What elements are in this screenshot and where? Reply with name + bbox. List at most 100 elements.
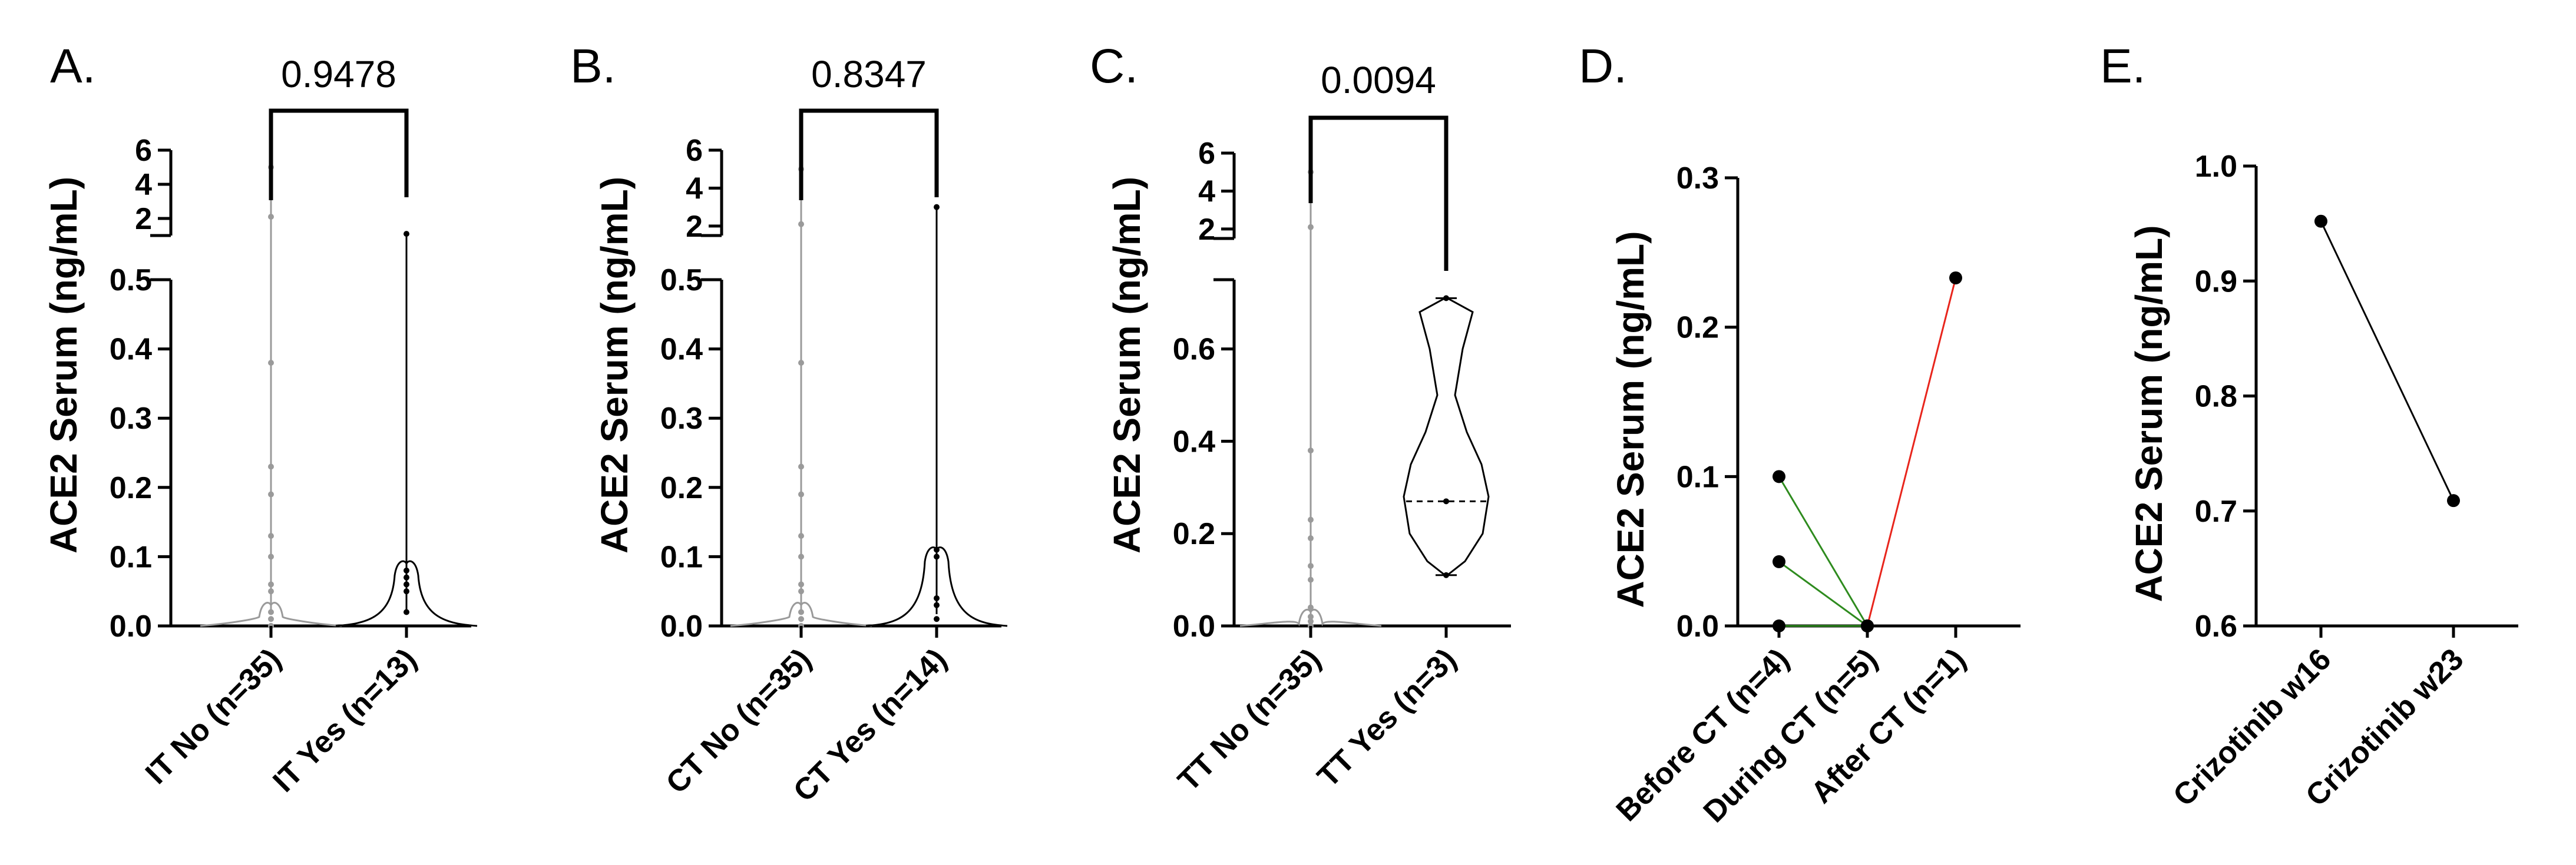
y-tick-label: 2 xyxy=(1198,213,1215,247)
data-point xyxy=(1308,604,1314,611)
y-tick-label: 0.7 xyxy=(2195,495,2237,529)
data-point xyxy=(1308,563,1314,569)
data-point xyxy=(2447,494,2460,508)
data-point xyxy=(798,360,804,366)
data-point xyxy=(798,491,804,498)
y-tick-label: 0.1 xyxy=(1676,460,1719,494)
y-tick-label: 2 xyxy=(135,202,152,236)
panel-letter: A. xyxy=(50,39,95,93)
data-point xyxy=(404,609,409,615)
data-point xyxy=(404,581,409,588)
y-tick-label: 0.0 xyxy=(1173,609,1215,644)
data-point xyxy=(404,567,409,574)
y-tick-label: 0.2 xyxy=(660,471,703,505)
data-point xyxy=(268,214,274,220)
series-line xyxy=(1778,476,1869,627)
data-point xyxy=(934,602,940,608)
y-tick-label: 0.8 xyxy=(2195,380,2237,414)
panel-letter: E. xyxy=(2100,39,2145,93)
data-point xyxy=(934,204,940,210)
y-tick-label: 0.6 xyxy=(1173,333,1215,367)
y-tick-label: 0.5 xyxy=(660,263,703,297)
data-point xyxy=(1773,619,1785,632)
y-axis-label: ACE2 Serum (ng/mL) xyxy=(2128,225,2170,602)
violin-shape xyxy=(1403,297,1490,576)
data-point xyxy=(268,533,274,539)
data-point xyxy=(268,588,274,595)
panel-letter: C. xyxy=(1090,39,1138,93)
x-category-label: After CT (n=1) xyxy=(1804,642,1972,810)
panel-letter: D. xyxy=(1579,39,1627,93)
y-tick-label: 0.1 xyxy=(660,540,703,574)
significance-bracket xyxy=(269,108,409,200)
data-point xyxy=(404,588,409,595)
y-tick-label: 0.4 xyxy=(1173,425,1215,459)
data-point xyxy=(268,609,274,615)
data-point xyxy=(268,581,274,588)
y-tick-label: 0.2 xyxy=(1676,311,1719,345)
y-tick-label: 6 xyxy=(1198,137,1215,171)
data-point xyxy=(1443,295,1449,301)
y-tick-label: 1.0 xyxy=(2195,150,2237,184)
data-point xyxy=(798,554,804,560)
data-point xyxy=(798,533,804,539)
data-point xyxy=(1861,619,1874,632)
data-point xyxy=(934,546,940,553)
y-tick-label: 0.3 xyxy=(660,402,703,436)
significance-bracket xyxy=(1308,115,1449,271)
significance-bracket xyxy=(799,108,939,200)
panel-b: B. ACE2 Serum (ng/mL) 0.0 0.1 0.2 0.3 0.4 0.5 2 4… xyxy=(570,39,1008,808)
y-axis-label: ACE2 Serum (ng/mL) xyxy=(42,177,85,554)
panel-e: E.ACE2 Serum (ng/mL)0.60.70.80.91.0Crizo… xyxy=(2100,39,2518,813)
data-point xyxy=(404,574,409,581)
y-tick-label: 6 xyxy=(686,134,703,168)
violin-shape xyxy=(335,560,478,627)
data-point xyxy=(934,595,940,601)
data-point xyxy=(1443,498,1449,505)
panel-c: C. ACE2 Serum (ng/mL) 0.0 0.2 0.4 0.6 2 46 0.009… xyxy=(1090,39,1511,798)
data-point xyxy=(1443,572,1449,578)
data-point xyxy=(268,463,274,470)
data-point xyxy=(934,616,940,622)
data-point xyxy=(268,360,274,366)
panel-a: A. ACE2 Serum (ng/mL) 0.0 0.1 0.2 0.3 0.4 0.5 24… xyxy=(42,39,478,799)
data-point xyxy=(1308,618,1314,625)
y-tick-label: 0.2 xyxy=(110,471,152,505)
data-point xyxy=(798,221,804,227)
data-point xyxy=(1308,576,1314,583)
y-tick-label: 0.3 xyxy=(1676,161,1719,195)
data-point xyxy=(1773,555,1785,568)
y-tick-label: 0.2 xyxy=(1173,517,1215,551)
x-category-label: IT No (n=35) xyxy=(139,642,287,790)
y-tick-label: 2 xyxy=(686,210,703,244)
data-point xyxy=(2314,214,2327,228)
y-tick-label: 0.6 xyxy=(2195,609,2237,644)
y-tick-label: 4 xyxy=(135,168,152,202)
violin-shape xyxy=(200,602,342,627)
p-value-label: 0.0094 xyxy=(1321,59,1436,101)
data-point xyxy=(798,609,804,615)
y-tick-label: 4 xyxy=(1198,174,1215,208)
y-axis-label: ACE2 Serum (ng/mL) xyxy=(1609,231,1652,608)
data-point xyxy=(1308,614,1314,620)
y-tick-label: 0.0 xyxy=(660,609,703,644)
data-point xyxy=(934,554,940,560)
data-point xyxy=(1308,535,1314,542)
data-point xyxy=(1308,224,1314,230)
x-category-label: IT Yes (n=13) xyxy=(266,642,423,798)
data-point xyxy=(1308,516,1314,523)
p-value-label: 0.8347 xyxy=(811,53,927,95)
data-point xyxy=(404,231,409,237)
data-point xyxy=(798,463,804,470)
series-line xyxy=(1866,277,1957,627)
y-tick-label: 0.0 xyxy=(1676,609,1719,644)
violin-shape xyxy=(1239,608,1382,627)
data-point xyxy=(268,554,274,560)
y-tick-label: 6 xyxy=(135,134,152,168)
y-axis-label: ACE2 Serum (ng/mL) xyxy=(1106,177,1148,554)
x-category-label: TT No (n=35) xyxy=(1172,642,1328,798)
y-tick-label: 0.0 xyxy=(110,609,152,644)
data-point xyxy=(798,616,804,622)
